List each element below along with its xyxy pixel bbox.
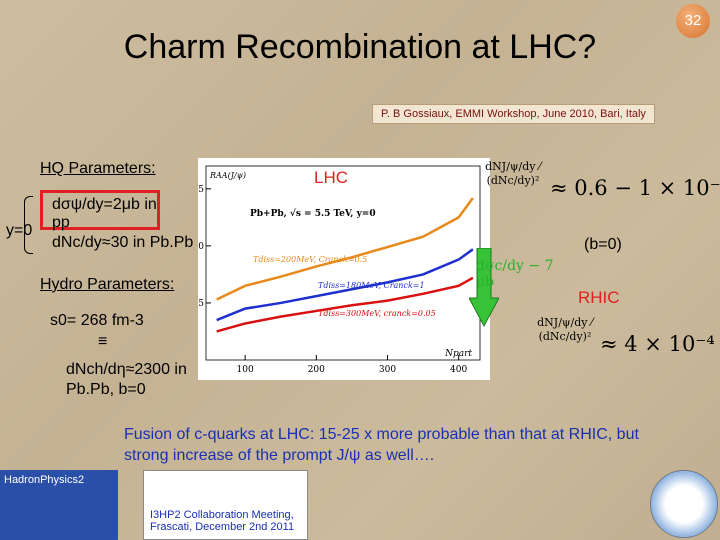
meeting: I3HP2 Collaboration Meeting, Frascati, D…	[143, 470, 308, 540]
slide-number: 32	[676, 4, 710, 38]
logo: HadronPhysics2	[0, 470, 118, 540]
y-axis-label: RAA(J/ψ)	[209, 171, 246, 180]
annotation: Pb+Pb, √s = 5.5 TeV, y=0	[250, 208, 376, 219]
label: y=0	[6, 222, 33, 239]
series-line	[216, 248, 474, 322]
label: LHC	[314, 168, 349, 187]
arrow	[469, 248, 499, 328]
heading: Hydro Parameters:	[40, 276, 175, 293]
parameter: dNc/dy≈30 in Pb.Pb	[52, 234, 194, 251]
parameter: dNch/dη≈2300 in Pb.Pb, b=0	[66, 361, 187, 398]
highlight-box	[40, 190, 160, 230]
x-tick-label: 100	[237, 365, 254, 375]
formula: dσc/dy − 7 μb	[476, 258, 554, 290]
series-label: Tdiss=180MeV, Cranck=1	[318, 281, 425, 290]
x-tick-label: 300	[379, 365, 396, 375]
y-tick-label: 1.0	[198, 242, 204, 252]
plot-background	[198, 158, 490, 380]
parameter: s0= 268 fm-3	[50, 312, 144, 329]
credit: P. B Gossiaux, EMMI Workshop, June 2010,…	[372, 104, 655, 124]
label: RHIC	[578, 288, 620, 307]
x-tick-label: 400	[450, 365, 467, 375]
bracket	[24, 196, 33, 254]
x-tick-label: 200	[308, 365, 325, 375]
conclusion: Fusion of c-quarks at LHC: 15-25 x more …	[124, 426, 639, 464]
symbol: ≡	[98, 333, 108, 350]
formula-fraction: dNJ/ψ/dy ⁄ (dNc/dy)²	[537, 316, 593, 343]
parameter: dσψ/dy=2μb in pp	[52, 196, 157, 231]
x-axis-label: Npart	[444, 349, 472, 359]
series-label: Tdiss=200MeV, Cranck=0.5	[253, 255, 367, 264]
series-line	[216, 197, 474, 301]
y-tick-label: 1.5	[198, 185, 204, 195]
slide-title: Charm Recombination at LHC?	[123, 28, 597, 66]
series-line	[216, 276, 474, 333]
inset-chart: 0.5 1.0 1.5 100 200 300 400 RAA(J/ψ) Npart Pb+Pb,…	[198, 158, 490, 380]
series-label: Tdiss=300MeV, cranck=0.05	[318, 309, 436, 318]
label: (b=0)	[584, 236, 622, 253]
formula-fraction: dNJ/ψ/dy ⁄ (dNc/dy)²	[485, 160, 541, 187]
formula: ≈ 0.6 − 1 × 10⁻⁴	[550, 176, 720, 200]
formula: ≈ 4 × 10⁻⁴	[600, 332, 715, 356]
y-tick-label: 0.5	[198, 299, 204, 309]
seal	[650, 470, 718, 538]
heading: HQ Parameters:	[40, 160, 156, 177]
